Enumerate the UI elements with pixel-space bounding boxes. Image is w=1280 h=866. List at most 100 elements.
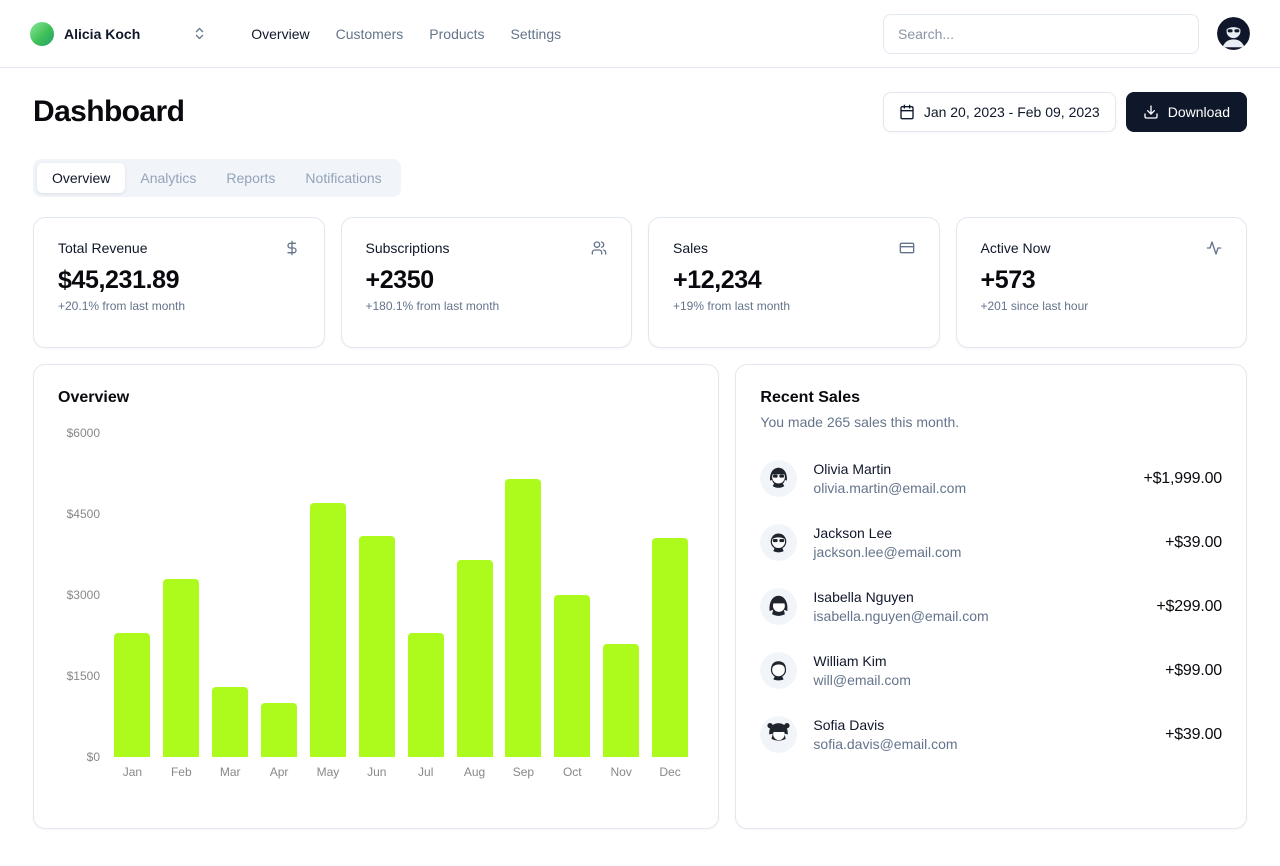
customer-avatar bbox=[760, 652, 798, 689]
x-tick-label: Aug bbox=[463, 765, 486, 779]
download-button[interactable]: Download bbox=[1125, 92, 1247, 132]
customer-info: Olivia Martin olivia.martin@email.com bbox=[813, 461, 966, 496]
stat-change: +180.1% from last month bbox=[365, 299, 500, 313]
customer-info: Sofia Davis sofia.davis@email.com bbox=[813, 717, 957, 752]
customer-avatar bbox=[760, 716, 798, 753]
chart-bar-mar bbox=[212, 686, 249, 757]
stat-change: +19% from last month bbox=[673, 299, 791, 313]
recent-sales-list: Olivia Martin olivia.martin@email.com +$… bbox=[760, 460, 1222, 753]
date-range-label: Jan 20, 2023 - Feb 09, 2023 bbox=[923, 104, 1100, 120]
page-title: Dashboard bbox=[33, 95, 185, 128]
x-tick-label: Mar bbox=[219, 765, 241, 779]
date-range-picker[interactable]: Jan 20, 2023 - Feb 09, 2023 bbox=[882, 92, 1116, 132]
credit-card-icon bbox=[899, 240, 915, 256]
bottom-panels: Overview $0 $1500 $3000 $4500 $6000 Jan Feb Ma… bbox=[33, 364, 1247, 829]
stat-value: $45,231.89 bbox=[58, 266, 180, 294]
y-tick-label: $3000 bbox=[66, 588, 100, 602]
stat-change: +20.1% from last month bbox=[58, 299, 186, 313]
stat-card-subscriptions: Subscriptions +2350 +180.1% from last mo… bbox=[340, 217, 632, 348]
y-tick-label: $0 bbox=[86, 750, 100, 764]
customer-info: Isabella Nguyen isabella.nguyen@email.co… bbox=[813, 589, 988, 624]
sale-row: Isabella Nguyen isabella.nguyen@email.co… bbox=[760, 588, 1222, 625]
tab-analytics[interactable]: Analytics bbox=[125, 163, 211, 193]
stat-title: Subscriptions bbox=[365, 240, 450, 256]
nav-item-settings[interactable]: Settings bbox=[510, 25, 562, 42]
nav-item-products[interactable]: Products bbox=[429, 25, 485, 42]
chart-bar-sep bbox=[505, 478, 542, 757]
sale-row: Olivia Martin olivia.martin@email.com +$… bbox=[760, 460, 1222, 497]
bar-slot bbox=[157, 433, 206, 757]
customer-email: sofia.davis@email.com bbox=[813, 736, 958, 752]
customer-name: William Kim bbox=[813, 653, 887, 669]
chart-bar-dec bbox=[652, 538, 689, 757]
chart-bar-oct bbox=[554, 595, 591, 757]
recent-sales-title: Recent Sales bbox=[760, 389, 861, 406]
customer-info: William Kim will@email.com bbox=[813, 653, 910, 688]
customer-email: isabella.nguyen@email.com bbox=[813, 608, 989, 624]
chart-bars bbox=[104, 433, 694, 757]
bar-slot bbox=[499, 433, 548, 757]
tab-reports[interactable]: Reports bbox=[211, 163, 290, 193]
chevrons-up-down-icon[interactable] bbox=[192, 26, 207, 41]
stat-card-total-revenue: Total Revenue $45,231.89 +20.1% from las… bbox=[33, 217, 325, 348]
download-icon bbox=[1143, 104, 1159, 120]
customer-email: olivia.martin@email.com bbox=[813, 480, 967, 496]
chart-bar-apr bbox=[261, 703, 298, 757]
tab-overview[interactable]: Overview bbox=[37, 163, 126, 193]
stat-title: Active Now bbox=[980, 240, 1051, 256]
activity-icon bbox=[1206, 240, 1222, 256]
chart-bar-feb bbox=[163, 578, 200, 757]
chart-bar-jun bbox=[358, 535, 395, 757]
sale-row: Sofia Davis sofia.davis@email.com +$39.0… bbox=[760, 716, 1222, 753]
x-tick-label: Jun bbox=[367, 765, 387, 779]
search-input[interactable] bbox=[883, 13, 1199, 54]
header-actions: Jan 20, 2023 - Feb 09, 2023 Download bbox=[882, 92, 1247, 132]
sale-amount: +$1,999.00 bbox=[1143, 469, 1222, 487]
x-tick-label: Jan bbox=[122, 765, 143, 779]
sale-row: Jackson Lee jackson.lee@email.com +$39.0… bbox=[760, 524, 1222, 561]
download-label: Download bbox=[1167, 104, 1230, 120]
bar-slot bbox=[108, 433, 157, 757]
calendar-icon bbox=[899, 104, 915, 120]
recent-sales-card: Recent Sales You made 265 sales this mon… bbox=[735, 364, 1247, 829]
nav-item-customers[interactable]: Customers bbox=[335, 25, 404, 42]
customer-name: Sofia Davis bbox=[813, 717, 885, 733]
customer-name: Olivia Martin bbox=[813, 461, 892, 477]
stat-card-active-now: Active Now +573 +201 since last hour bbox=[955, 217, 1247, 348]
customer-name: Isabella Nguyen bbox=[813, 589, 914, 605]
chart-main: Jan Feb Mar Apr May Jun Jul Aug Sep Oct Nov Dec bbox=[104, 433, 694, 787]
y-tick-label: $1500 bbox=[66, 669, 100, 683]
page-header: Dashboard Jan 20, 2023 - Feb 09, 2023 Do… bbox=[33, 92, 1247, 132]
x-tick-label: Apr bbox=[269, 765, 289, 779]
users-icon bbox=[591, 240, 607, 256]
bar-slot bbox=[450, 433, 499, 757]
y-tick-label: $4500 bbox=[66, 507, 100, 521]
tab-notifications[interactable]: Notifications bbox=[290, 163, 396, 193]
sale-amount: +$299.00 bbox=[1156, 597, 1222, 615]
stat-value: +573 bbox=[980, 266, 1036, 294]
chart-bar-jul bbox=[407, 632, 444, 757]
dashboard-tabs: Overview Analytics Reports Notifications bbox=[33, 159, 401, 197]
bar-slot bbox=[401, 433, 450, 757]
stat-value: +2350 bbox=[365, 266, 435, 294]
stat-cards: Total Revenue $45,231.89 +20.1% from las… bbox=[33, 217, 1247, 348]
bar-slot bbox=[597, 433, 646, 757]
chart-x-axis: Jan Feb Mar Apr May Jun Jul Aug Sep Oct Nov Dec bbox=[104, 757, 694, 787]
chart-bar-aug bbox=[456, 559, 493, 757]
sale-amount: +$39.00 bbox=[1165, 533, 1222, 551]
workspace-name: Alicia Koch bbox=[64, 25, 141, 42]
user-avatar[interactable] bbox=[1217, 17, 1250, 50]
workspace-switcher[interactable]: Alicia Koch bbox=[30, 21, 141, 46]
main-nav: Overview Customers Products Settings bbox=[251, 26, 561, 42]
x-tick-label: Jul bbox=[418, 765, 434, 779]
chart-bar-may bbox=[309, 503, 346, 757]
y-tick-label: $6000 bbox=[66, 426, 100, 440]
sale-amount: +$99.00 bbox=[1165, 661, 1222, 679]
x-tick-label: Oct bbox=[562, 765, 582, 779]
x-tick-label: May bbox=[316, 765, 340, 779]
customer-avatar bbox=[760, 524, 798, 561]
nav-item-overview[interactable]: Overview bbox=[251, 25, 310, 42]
sale-amount: +$39.00 bbox=[1165, 725, 1222, 743]
chart-bar-nov bbox=[603, 643, 640, 757]
customer-avatar bbox=[760, 460, 798, 497]
